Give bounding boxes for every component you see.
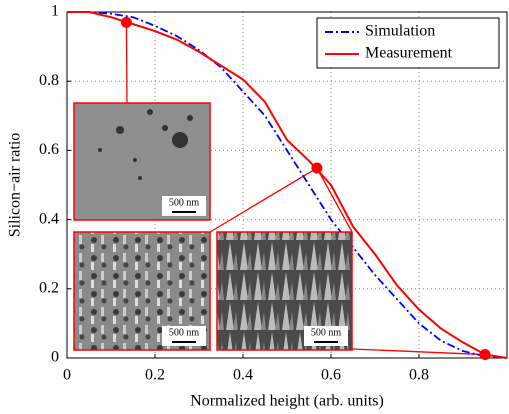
y-tick-label: 0: [51, 349, 59, 366]
x-tick-label: 0.8: [409, 367, 429, 384]
scale-label: 500 nm: [311, 327, 342, 338]
connector: [351, 348, 486, 356]
y-tick-label: 0.2: [39, 279, 59, 296]
axes-frame: [66, 11, 508, 359]
y-tick-label: 0.6: [39, 141, 59, 158]
x-tick-label: 0: [63, 367, 71, 384]
x-tick-label: 0.4: [233, 367, 253, 384]
pore: [133, 158, 137, 162]
connector: [209, 167, 318, 233]
y-tick-label: 0.4: [39, 210, 59, 227]
y-tick-label: 0.8: [39, 72, 59, 89]
marker: [479, 349, 491, 361]
connector: [316, 167, 353, 233]
pore: [138, 176, 142, 180]
line-series: [67, 11, 508, 359]
scale-label: 500 nm: [169, 327, 200, 338]
y-axis-label: Silicon−air ratio: [7, 133, 24, 238]
pore: [98, 148, 102, 152]
pore: [147, 109, 153, 115]
pore: [162, 125, 168, 131]
connector: [125, 22, 128, 104]
marker: [311, 162, 323, 174]
legend-label: Measurement: [365, 45, 453, 62]
pore: [172, 132, 188, 148]
legend-box: [316, 17, 500, 69]
x-tick-label: 0.2: [145, 367, 165, 384]
pore: [187, 115, 193, 121]
scale-label: 500 nm: [169, 197, 200, 208]
pore: [116, 126, 124, 134]
x-axis-label: Normalized height (arb. units): [190, 393, 384, 410]
marker: [120, 16, 132, 28]
legend-label: Simulation: [365, 23, 435, 40]
x-tick-label: 0.6: [321, 367, 341, 384]
line-series: [67, 11, 508, 359]
y-tick-label: 1: [51, 3, 59, 20]
